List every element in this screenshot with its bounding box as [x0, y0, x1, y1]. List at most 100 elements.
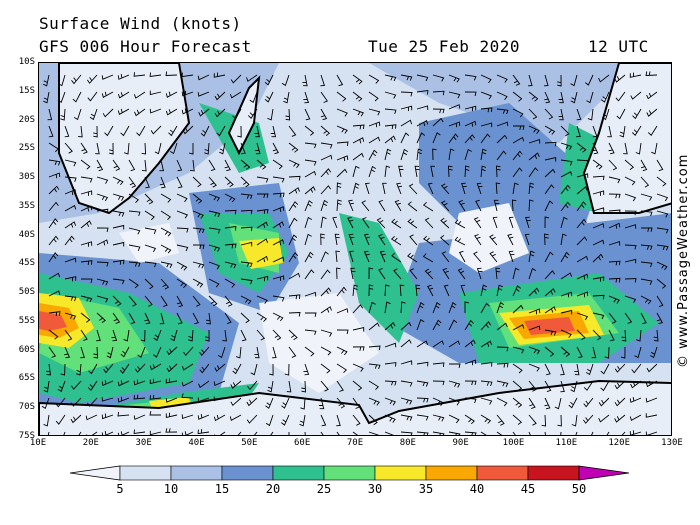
wind-barb	[495, 267, 501, 280]
wind-barb	[96, 312, 106, 323]
wind-barb	[368, 165, 377, 178]
wind-barb	[112, 176, 124, 186]
wind-barb	[96, 239, 109, 246]
wind-barb	[272, 159, 283, 170]
wind-barb	[384, 108, 397, 115]
wind-barb	[192, 210, 204, 219]
lat-tick-label: 20S	[18, 114, 35, 125]
wind-barb	[379, 250, 386, 263]
wind-barb	[527, 74, 533, 87]
wind-barb	[544, 184, 555, 195]
wind-barb	[528, 182, 535, 195]
wind-barb	[464, 319, 474, 331]
wind-barb	[288, 329, 298, 341]
wind-barb	[246, 397, 258, 407]
wind-barb	[496, 91, 508, 100]
wind-barb	[464, 301, 470, 313]
wind-barb	[544, 200, 554, 212]
wind-barb	[598, 74, 610, 83]
wind-barb	[528, 250, 535, 263]
wind-barb	[368, 431, 380, 435]
wind-map[interactable]	[38, 62, 672, 436]
wind-barb	[96, 295, 109, 303]
wind-barb	[496, 362, 509, 368]
wind-barb	[64, 295, 77, 302]
wind-barb	[64, 276, 77, 282]
wind-barb	[592, 294, 605, 300]
lon-tick-label: 20E	[82, 438, 99, 448]
wind-barb	[96, 227, 109, 233]
wind-barb	[544, 168, 556, 178]
wind-barb	[508, 250, 515, 263]
wind-barb	[368, 380, 380, 390]
wind-barb	[646, 108, 658, 117]
wind-barb	[320, 108, 328, 121]
wind-barb	[43, 414, 50, 427]
wind-barb	[213, 414, 226, 422]
wind-barb	[464, 431, 477, 435]
wind-barb	[632, 108, 642, 120]
wind-barb	[449, 363, 461, 369]
wind-barb	[102, 108, 114, 118]
lon-tick-label: 130E	[661, 438, 683, 448]
wind-barb	[363, 250, 370, 263]
wind-barb	[368, 91, 379, 102]
wind-barb	[416, 120, 429, 127]
wind-barb	[442, 267, 450, 280]
wind-barb	[570, 91, 578, 104]
wind-barb	[43, 91, 50, 104]
wind-barb	[448, 414, 460, 424]
wind-barb	[630, 91, 642, 100]
wind-barb	[265, 414, 274, 427]
wind-barb	[448, 148, 455, 161]
wind-barb	[160, 261, 173, 269]
wind-barb	[208, 227, 221, 234]
wind-barb	[149, 363, 162, 371]
wind-barb	[528, 167, 539, 178]
wind-barb	[271, 346, 277, 359]
wind-barb	[230, 380, 242, 389]
wind-barb	[631, 363, 642, 374]
wind-barb	[159, 176, 166, 189]
wind-barb	[336, 141, 349, 147]
wind-barb	[645, 71, 658, 76]
wind-barb	[528, 152, 540, 161]
wind-barb	[286, 380, 292, 393]
lat-tick-label: 40S	[18, 229, 35, 240]
wind-barb	[409, 268, 418, 280]
wind-barb	[448, 397, 460, 406]
wind-barb	[176, 261, 188, 271]
wind-barb	[544, 251, 554, 263]
wind-barb	[461, 182, 467, 195]
wind-barb	[624, 278, 637, 283]
wind-barb	[281, 397, 290, 409]
wind-barb	[496, 301, 505, 314]
wind-barb	[48, 185, 60, 195]
wind-barb	[320, 380, 329, 392]
colorbar-segment	[272, 465, 325, 481]
wind-barb	[336, 108, 348, 117]
wind-barb	[587, 108, 594, 121]
wind-barb	[443, 284, 450, 297]
wind-barb	[576, 173, 589, 178]
wind-barb	[123, 329, 130, 342]
wind-barb	[629, 430, 642, 435]
wind-barb	[240, 261, 253, 268]
wind-barb	[512, 431, 516, 435]
wind-barb	[192, 227, 205, 234]
wind-barb	[544, 380, 552, 393]
wind-barb	[93, 346, 99, 359]
wind-barb	[170, 329, 178, 342]
wind-barb	[117, 396, 130, 403]
wind-barb	[382, 182, 387, 195]
wind-barb	[598, 397, 610, 407]
wind-barb	[656, 210, 669, 218]
wind-barb	[528, 287, 540, 297]
wind-barb	[70, 397, 82, 407]
wind-barb	[558, 108, 564, 121]
wind-barb	[439, 235, 450, 246]
wind-barb	[165, 428, 178, 433]
wind-barb	[48, 172, 61, 179]
wind-barb	[133, 379, 146, 386]
wind-barb	[651, 142, 658, 155]
